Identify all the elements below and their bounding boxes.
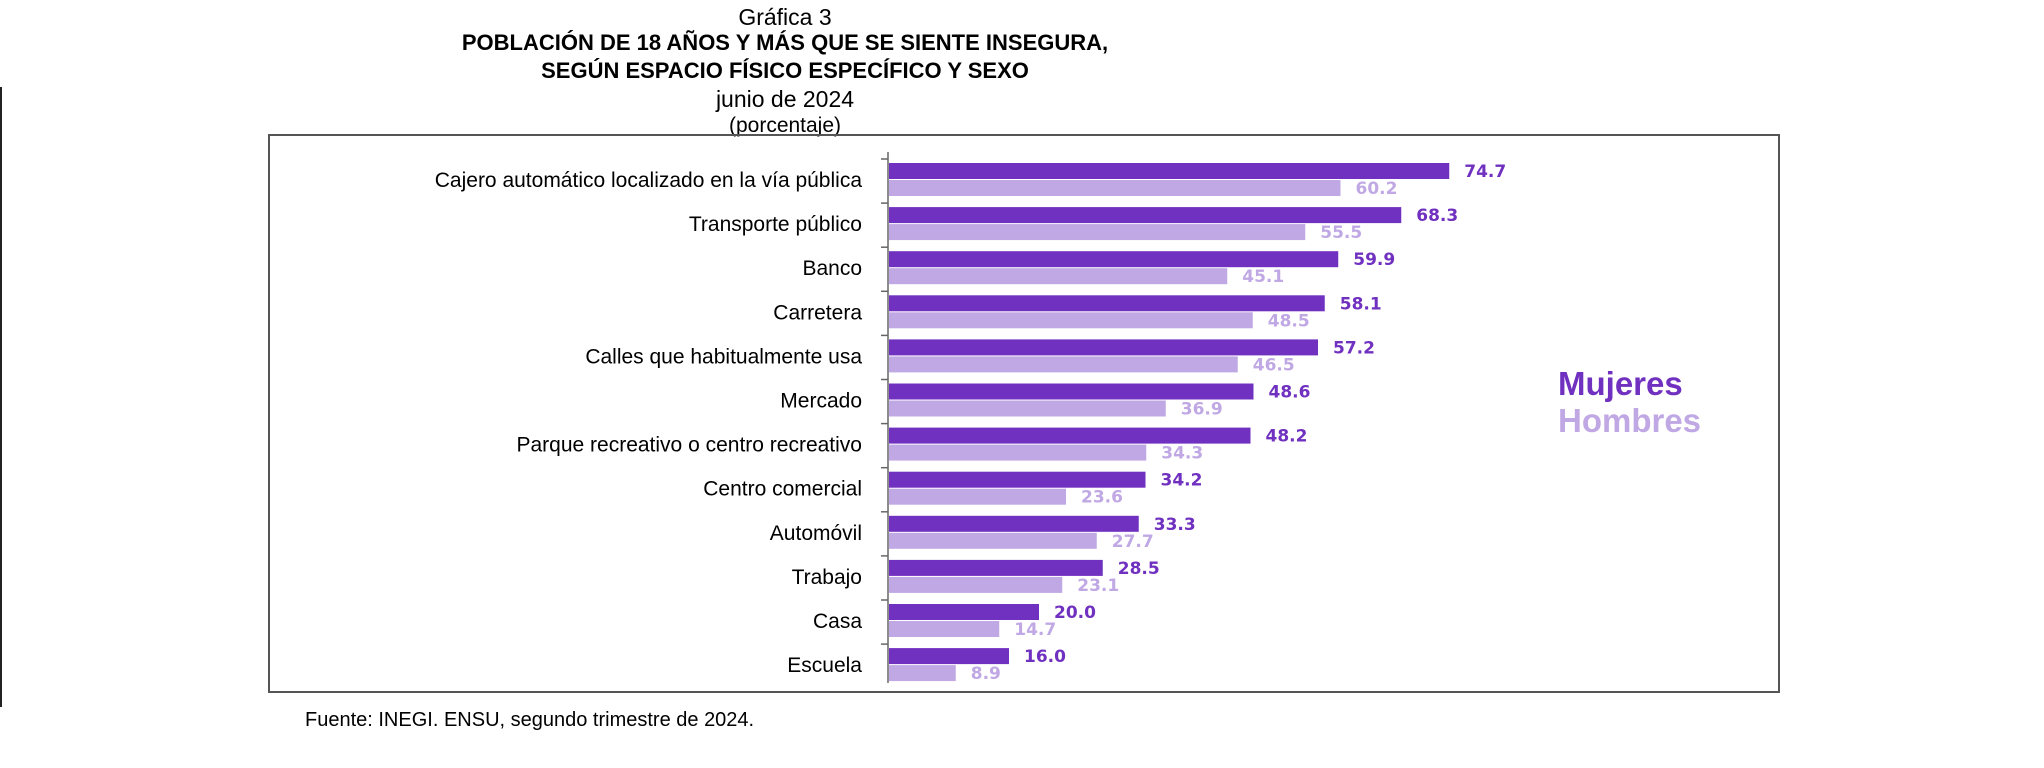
data-label-mujeres: 74.7 <box>1464 162 1506 182</box>
category-label: Automóvil <box>770 522 862 545</box>
category-label: Centro comercial <box>703 478 862 501</box>
data-label-mujeres: 59.9 <box>1353 250 1395 270</box>
data-label-mujeres: 20.0 <box>1054 603 1096 623</box>
category-label: Carretera <box>773 301 862 324</box>
chart-label: Gráfica 3 <box>738 4 832 30</box>
category-label: Mercado <box>780 390 862 413</box>
category-label: Escuela <box>787 654 862 677</box>
data-label-mujeres: 58.1 <box>1340 294 1382 314</box>
bar-mujeres <box>889 427 1251 444</box>
data-label-mujeres: 34.2 <box>1161 471 1203 491</box>
bar-mujeres <box>889 559 1103 576</box>
data-label-mujeres: 33.3 <box>1154 515 1196 535</box>
page-edge-line <box>0 87 2 707</box>
data-label-hombres: 14.7 <box>1014 620 1056 640</box>
bar-hombres <box>889 621 1000 637</box>
data-label-hombres: 27.7 <box>1112 532 1154 552</box>
data-label-hombres: 36.9 <box>1181 400 1223 420</box>
data-label-mujeres: 48.2 <box>1266 427 1308 447</box>
bar-mujeres <box>889 251 1339 268</box>
category-label: Transporte público <box>689 213 862 236</box>
source-note: Fuente: INEGI. ENSU, segundo trimestre d… <box>305 709 755 731</box>
category-label: Banco <box>802 257 862 280</box>
category-label: Parque recreativo o centro recreativo <box>516 434 862 457</box>
data-label-mujeres: 16.0 <box>1024 647 1066 667</box>
bar-mujeres <box>889 295 1325 312</box>
bar-hombres <box>889 576 1063 593</box>
data-label-hombres: 48.5 <box>1268 311 1310 331</box>
data-label-mujeres: 57.2 <box>1333 338 1375 358</box>
bar-hombres <box>889 532 1097 549</box>
bar-hombres <box>889 488 1066 505</box>
data-label-hombres: 8.9 <box>971 664 1001 684</box>
data-label-hombres: 55.5 <box>1320 223 1362 243</box>
legend-hombres: Hombres <box>1558 402 1702 439</box>
data-label-hombres: 34.3 <box>1161 444 1203 464</box>
bar-hombres <box>889 180 1341 196</box>
data-label-mujeres: 28.5 <box>1118 559 1160 579</box>
bar-hombres <box>889 444 1147 461</box>
data-label-hombres: 23.6 <box>1081 488 1123 508</box>
bar-mujeres <box>889 163 1450 179</box>
bar-mujeres <box>889 471 1146 488</box>
data-label-hombres: 46.5 <box>1253 355 1295 375</box>
bar-mujeres <box>889 515 1139 532</box>
bar-hombres <box>889 400 1166 417</box>
bar-mujeres <box>889 648 1009 665</box>
bar-mujeres <box>889 207 1402 224</box>
data-label-hombres: 60.2 <box>1356 179 1398 199</box>
bar-hombres <box>889 268 1228 285</box>
category-label: Cajero automático localizado en la vía p… <box>435 169 863 192</box>
category-label: Calles que habitualmente usa <box>585 345 862 368</box>
chart-title-line-2: SEGÚN ESPACIO FÍSICO ESPECÍFICO Y SEXO <box>541 58 1029 83</box>
bar-hombres <box>889 665 956 682</box>
chart-date: junio de 2024 <box>715 86 855 112</box>
bar-mujeres <box>889 339 1318 356</box>
chart-title-line-1: POBLACIÓN DE 18 AÑOS Y MÁS QUE SE SIENTE… <box>461 30 1109 55</box>
data-label-hombres: 45.1 <box>1242 267 1284 287</box>
chart-frame <box>268 134 1780 693</box>
data-label-mujeres: 68.3 <box>1416 206 1458 226</box>
data-label-hombres: 23.1 <box>1077 576 1119 596</box>
category-label: Trabajo <box>792 566 862 589</box>
legend-mujeres: Mujeres <box>1558 365 1683 402</box>
bar-hombres <box>889 224 1306 241</box>
bar-hombres <box>889 356 1238 373</box>
bar-mujeres <box>889 604 1039 620</box>
category-label: Casa <box>813 610 862 633</box>
chart-unit: (porcentaje) <box>728 114 842 137</box>
bar-mujeres <box>889 383 1254 400</box>
bar-hombres <box>889 312 1253 329</box>
data-label-mujeres: 48.6 <box>1269 383 1311 403</box>
